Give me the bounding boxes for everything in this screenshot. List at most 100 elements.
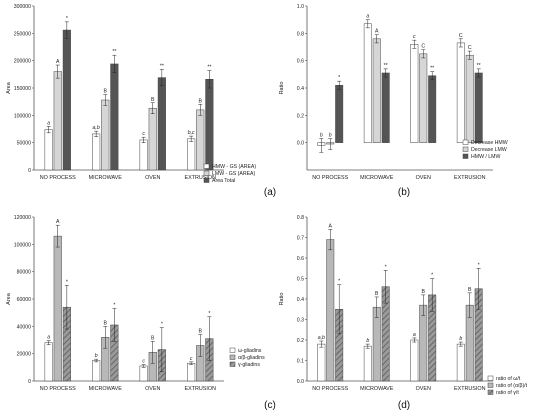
significance-label: * (431, 273, 433, 279)
y-tick-label: 120000 (14, 215, 31, 221)
bar-2-2-1 (419, 53, 428, 143)
y-tick-label: 20000 (17, 352, 32, 358)
legend-entry: γ-gliadins (238, 362, 260, 368)
legend-entry: HMW - GS (AREA) (212, 164, 256, 170)
y-tick-label: 200000 (14, 59, 31, 65)
significance-label: A (56, 219, 60, 225)
significance-label: a,b (318, 335, 325, 341)
bar-1-0-2 (62, 29, 71, 171)
significance-label: a (413, 332, 416, 338)
y-tick-label: 0.8 (297, 31, 304, 37)
bar-1-1-0 (92, 133, 101, 171)
y-tick-label: 0.2 (297, 338, 304, 344)
legend-swatch (229, 354, 236, 360)
x-tick-label: NO PROCESS (312, 386, 348, 392)
legend-swatch (487, 382, 494, 388)
significance-label: a (366, 14, 369, 20)
legend-swatch (462, 153, 469, 159)
x-tick-label: NO PROCESS (40, 386, 76, 392)
significance-label: ** (430, 66, 434, 72)
bar-1-1-2 (110, 63, 119, 171)
significance-label: * (161, 322, 163, 328)
bar-4-1-0 (363, 345, 372, 382)
significance-label: c (142, 131, 145, 137)
bar-1-2-1 (148, 107, 157, 171)
y-axis-title: Area (6, 292, 12, 305)
significance-label: C (421, 44, 425, 50)
significance-label: b,c (188, 130, 195, 136)
x-tick-label: MICROWAVE (89, 175, 123, 181)
y-tick-label: 0 (28, 168, 31, 174)
bar-2-1-2 (381, 72, 390, 143)
significance-label: a (47, 335, 50, 341)
legend-entry: Decrease HMW (471, 140, 508, 146)
significance-label: b (329, 133, 332, 139)
x-tick-label: NO PROCESS (40, 175, 76, 181)
legend-entry: HMW / LMW (471, 154, 500, 160)
significance-label: b (459, 336, 462, 342)
y-tick-label: 0.6 (297, 256, 304, 262)
legend-entry: ratio of (α/β)/t (496, 383, 528, 389)
chart-panel-4: 0.0 0.1 0.2 0.3 0.4 0.5 0.6 0.7 0.8 Ratio a,b A * NO … (279, 215, 528, 411)
bar-1-3-0 (187, 138, 196, 171)
y-tick-label: 0.5 (297, 277, 304, 283)
y-tick-label: 0.4 (297, 297, 304, 303)
legend-swatch (487, 389, 494, 395)
bar-1-2-2 (157, 77, 166, 171)
x-tick-label: OVEN (145, 386, 160, 392)
y-tick-label: 150000 (14, 86, 31, 92)
significance-label: A (375, 29, 379, 35)
bar-4-0-0 (317, 343, 326, 382)
x-tick-label: MICROWAVE (360, 386, 394, 392)
legend-swatch (462, 139, 469, 145)
bar-4-0-1 (326, 239, 335, 382)
significance-label: B (422, 289, 426, 295)
significance-label: * (385, 264, 387, 270)
significance-label: ** (384, 63, 388, 69)
panel-caption: (b) (398, 187, 410, 198)
significance-label: ** (112, 49, 116, 55)
legend-entry: LMW - GS (AREA) (212, 171, 256, 177)
bar-2-1-1 (372, 38, 381, 143)
significance-label: ** (477, 63, 481, 69)
bar-3-3-0 (187, 362, 196, 382)
x-tick-label: EXTRUSION (185, 386, 217, 392)
x-tick-label: OVEN (145, 175, 160, 181)
panel-caption: (c) (264, 400, 276, 411)
significance-label: * (208, 311, 210, 317)
bar-2-3-1 (465, 54, 474, 143)
y-tick-label: 0.0 (297, 141, 304, 147)
bar-2-0-2 (335, 85, 344, 143)
significance-label: * (478, 262, 480, 268)
panel-caption: (d) (398, 400, 410, 411)
legend-swatch (462, 146, 469, 152)
significance-label: * (113, 303, 115, 309)
legend-entry: ratio of ω/t (496, 376, 521, 382)
significance-label: C (459, 33, 463, 39)
bar-1-3-2 (205, 79, 214, 171)
significance-label: b (95, 353, 98, 359)
legend-swatch (203, 177, 210, 183)
significance-label: B (468, 287, 472, 293)
x-tick-label: EXTRUSION (454, 386, 486, 392)
significance-label: B (199, 329, 203, 335)
y-tick-label: 250000 (14, 31, 31, 37)
legend-entry: Decrease LMW (471, 147, 507, 153)
bar-1-0-0 (44, 129, 53, 171)
bar-1-1-1 (101, 99, 110, 171)
significance-label: B (151, 97, 155, 103)
x-tick-label: EXTRUSION (454, 175, 486, 181)
bar-4-2-1 (419, 304, 428, 382)
legend-entry: Area Total (212, 178, 235, 184)
legend-swatch (487, 375, 494, 381)
y-tick-label: 100000 (14, 242, 31, 248)
x-tick-label: NO PROCESS (312, 175, 348, 181)
bar-4-1-1 (372, 306, 381, 382)
y-tick-label: 0.2 (297, 113, 304, 119)
significance-label: c (142, 359, 145, 365)
legend-swatch (229, 361, 236, 367)
y-tick-label: 0 (28, 379, 31, 385)
y-tick-label: 0.6 (297, 59, 304, 65)
